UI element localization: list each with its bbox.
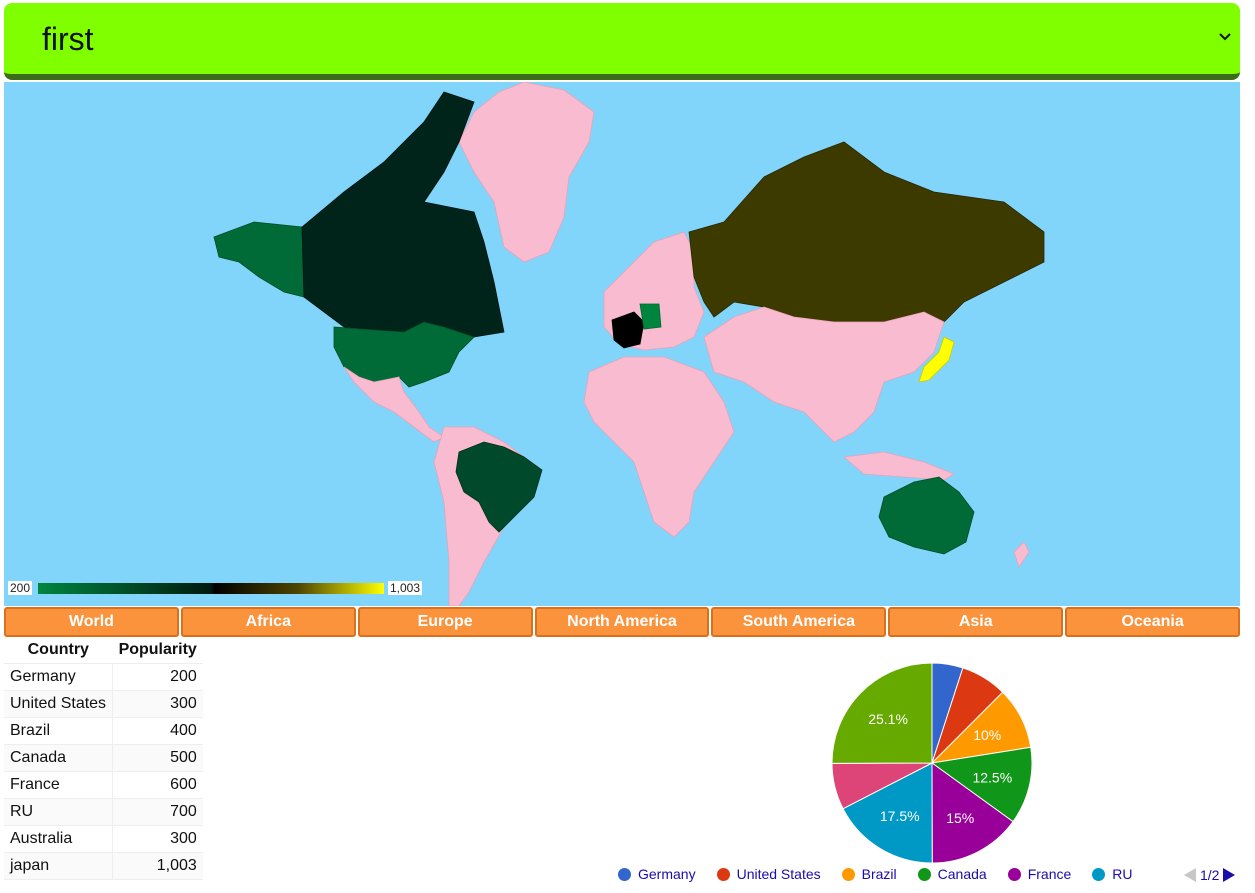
- region-button-bar: World Africa Europe North America South …: [4, 607, 1241, 637]
- table-cell-popularity: 1,003: [112, 852, 203, 880]
- table-cell-country: Australia: [4, 825, 114, 853]
- color-scale-bar: [38, 583, 384, 594]
- legend-swatch: [1092, 867, 1106, 881]
- map-country-greenland: [458, 82, 595, 263]
- table-row: Canada 500: [4, 744, 203, 772]
- legend-label: RU: [1112, 866, 1133, 882]
- table-cell-country: Brazil: [4, 717, 114, 745]
- map-country-france: [611, 311, 645, 349]
- table-row: Germany 200: [4, 663, 203, 691]
- map-country-new-zealand: [1013, 541, 1030, 568]
- legend-item-ru[interactable]: RU: [1092, 866, 1133, 882]
- region-button-africa[interactable]: Africa: [180, 607, 356, 637]
- pie-slice-label: 12.5%: [972, 769, 1012, 785]
- region-button-world[interactable]: World: [4, 607, 179, 637]
- legend-swatch: [716, 867, 730, 881]
- map-country-australia: [878, 476, 975, 555]
- legend-label: Canada: [937, 866, 987, 882]
- table-row: United States 300: [4, 690, 203, 718]
- legend-min-label: 200: [8, 581, 33, 595]
- legend-swatch: [841, 867, 855, 881]
- table-cell-country: Germany: [4, 663, 114, 691]
- region-button-south-america[interactable]: South America: [711, 607, 887, 637]
- table-cell-popularity: 300: [112, 690, 203, 718]
- region-button-europe[interactable]: Europe: [357, 607, 533, 637]
- legend-item-france[interactable]: France: [1007, 866, 1072, 882]
- legend-label: Brazil: [861, 866, 897, 882]
- popularity-table: Country Popularity Germany 200 United Sta…: [4, 637, 203, 880]
- table-cell-country: United States: [4, 690, 114, 718]
- table-cell-popularity: 700: [112, 798, 203, 826]
- map-country-africa: [583, 356, 735, 538]
- table-row: Australia 300: [4, 825, 203, 853]
- map-country-ru: [688, 141, 1045, 323]
- legend-label: United States: [736, 866, 821, 882]
- world-map[interactable]: 200 1,003: [4, 82, 1240, 606]
- selector-value: first: [42, 21, 94, 57]
- pager-next-icon[interactable]: [1223, 868, 1236, 882]
- table-cell-popularity: 500: [112, 744, 203, 772]
- chevron-down-icon: [1219, 33, 1231, 41]
- pager-label: 1/2: [1200, 867, 1220, 883]
- table-cell-popularity: 600: [112, 771, 203, 799]
- pie-slice-canada[interactable]: [930, 746, 1033, 823]
- pie-slice-ru[interactable]: [842, 762, 933, 864]
- legend-swatch: [618, 867, 631, 881]
- map-country-asia: [703, 306, 945, 443]
- table-row: RU 700: [4, 798, 203, 826]
- column-header-country[interactable]: Country: [4, 637, 113, 664]
- map-country-mexico: [343, 366, 445, 443]
- legend-max-label: 1,003: [388, 581, 423, 595]
- region-button-north-america[interactable]: North America: [534, 607, 710, 637]
- table-cell-country: Canada: [4, 744, 114, 772]
- table-cell-country: France: [4, 771, 114, 799]
- table-row: Brazil 400: [4, 717, 203, 745]
- legend-swatch: [917, 867, 931, 881]
- table-cell-popularity: 200: [112, 663, 203, 691]
- map-country-germany: [639, 303, 662, 330]
- country-selector-dropdown[interactable]: first: [4, 3, 1240, 80]
- pie-slice-japan[interactable]: [831, 662, 933, 764]
- legend-swatch: [1007, 867, 1021, 881]
- table-cell-popularity: 300: [112, 825, 203, 853]
- table-row: France 600: [4, 771, 203, 799]
- region-button-asia[interactable]: Asia: [888, 607, 1064, 637]
- table-cell-popularity: 400: [112, 717, 203, 745]
- table-header-row: Country Popularity: [4, 637, 203, 664]
- legend-item-germany[interactable]: Germany: [618, 866, 696, 882]
- pie-slice-france[interactable]: [931, 762, 1014, 864]
- legend-item-united-states[interactable]: United States: [716, 866, 821, 882]
- pie-slice-label: 17.5%: [880, 808, 920, 824]
- legend-label: Germany: [638, 866, 696, 882]
- legend-item-brazil[interactable]: Brazil: [841, 866, 897, 882]
- legend-item-canada[interactable]: Canada: [917, 866, 987, 882]
- map-country-indonesia: [843, 451, 955, 481]
- pie-legend: Germany United States Brazil Canada France RU: [618, 866, 1154, 882]
- map-country-brazil: [455, 441, 543, 533]
- legend-label: France: [1027, 866, 1072, 882]
- pie-slice-label: 10%: [973, 727, 1001, 743]
- column-header-popularity[interactable]: Popularity: [112, 637, 203, 664]
- table-row: japan 1,003: [4, 852, 203, 880]
- pager-prev-icon[interactable]: [1184, 868, 1196, 882]
- pie-slice-label: 25.1%: [868, 711, 908, 727]
- popularity-pie-chart[interactable]: 10% 12.5% 15% 17.5% 25.1%: [820, 655, 1044, 867]
- region-button-oceania[interactable]: Oceania: [1065, 607, 1241, 637]
- pie-slice-label: 15%: [946, 810, 974, 826]
- map-country-alaska: [213, 221, 305, 298]
- map-country-japan: [918, 336, 955, 383]
- table-cell-country: RU: [4, 798, 114, 826]
- legend-pager: 1/2: [1184, 867, 1236, 883]
- table-cell-country: japan: [4, 852, 114, 880]
